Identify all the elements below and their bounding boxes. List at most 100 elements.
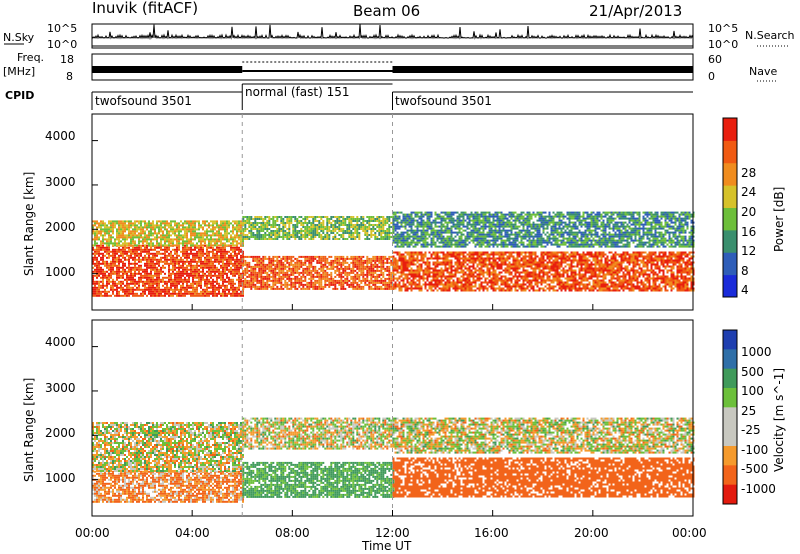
heatmap-cell (106, 226, 108, 229)
heatmap-cell (468, 273, 471, 276)
heatmap-cell (352, 238, 355, 240)
heatmap-cell (450, 259, 453, 262)
heatmap-cell (186, 252, 188, 255)
heatmap-cell (286, 275, 289, 278)
heatmap-cell (150, 262, 152, 265)
heatmap-cell (210, 274, 212, 277)
heatmap-cell (406, 273, 409, 276)
heatmap-cell (162, 278, 164, 281)
heatmap-cell (158, 258, 160, 261)
heatmap-cell (136, 252, 138, 255)
heatmap-cell (226, 222, 228, 225)
heatmap-cell (270, 236, 273, 238)
heatmap-cell (160, 220, 162, 223)
heatmap-cell (138, 240, 140, 243)
heatmap-cell (436, 257, 439, 260)
heatmap-cell (354, 277, 357, 280)
heatmap-cell (118, 264, 120, 267)
heatmap-cell (434, 253, 437, 256)
heatmap-cell (256, 259, 259, 262)
heatmap-cell (482, 265, 485, 268)
heatmap-cell (176, 294, 178, 297)
heatmap-cell (422, 269, 425, 272)
heatmap-cell (204, 258, 206, 261)
heatmap-cell (130, 254, 132, 257)
heatmap-cell (260, 230, 263, 232)
heatmap-cell (272, 285, 275, 288)
heatmap-cell (148, 248, 150, 251)
heatmap-cell (350, 236, 353, 238)
heatmap-cell (286, 234, 289, 236)
heatmap-cell (94, 294, 96, 297)
heatmap-cell (446, 275, 449, 278)
heatmap-cell (196, 270, 198, 273)
heatmap-cell (332, 238, 335, 240)
heatmap-cell (338, 261, 341, 264)
heatmap-cell (472, 285, 475, 288)
heatmap-cell (380, 263, 383, 266)
heatmap-cell (248, 238, 251, 240)
heatmap-cell (308, 277, 311, 280)
heatmap-cell (106, 264, 108, 267)
heatmap-cell (188, 256, 190, 259)
heatmap-cell (296, 271, 299, 274)
heatmap-cell (178, 294, 180, 297)
heatmap-cell (346, 218, 349, 220)
heatmap-cell (448, 273, 451, 276)
heatmap-cell (198, 268, 200, 271)
heatmap-cell (380, 271, 383, 274)
heatmap-cell (146, 224, 148, 227)
heatmap-cell (394, 277, 397, 280)
heatmap-cell (248, 220, 251, 222)
heatmap-cell (304, 218, 307, 220)
heatmap-cell (472, 273, 475, 276)
heatmap-cell (480, 271, 483, 274)
heatmap-cell (384, 232, 387, 234)
heatmap-cell (324, 265, 327, 268)
heatmap-cell (130, 242, 132, 245)
heatmap-cell (482, 285, 485, 288)
heatmap-cell (138, 278, 140, 281)
heatmap-cell (224, 290, 226, 293)
heatmap-cell (242, 255, 245, 258)
heatmap-cell (346, 283, 349, 286)
heatmap-cell (296, 281, 299, 284)
nsky-tick-bottom: 10^0 (47, 38, 78, 51)
heatmap-cell (366, 238, 369, 240)
heatmap-cell (234, 270, 236, 273)
heatmap-cell (250, 287, 253, 290)
heatmap-cell (336, 269, 339, 272)
heatmap-cell (190, 274, 192, 277)
heatmap-cell (204, 294, 206, 297)
heatmap-cell (462, 271, 465, 274)
heatmap-cell (444, 265, 447, 268)
heatmap-cell (388, 228, 391, 230)
heatmap-cell (216, 266, 218, 269)
heatmap-cell (396, 263, 399, 266)
heatmap-cell (112, 270, 114, 273)
heatmap-cell (490, 281, 493, 284)
heatmap-cell (204, 232, 206, 235)
heatmap-cell (232, 258, 234, 261)
heatmap-cell (168, 262, 170, 265)
heatmap-cell (124, 244, 126, 247)
heatmap-cell (148, 282, 150, 285)
heatmap-cell (118, 274, 120, 277)
heatmap-cell (300, 287, 303, 290)
heatmap-cell (206, 228, 208, 231)
heatmap-cell (140, 220, 142, 223)
heatmap-cell (152, 262, 154, 265)
heatmap-cell (300, 261, 303, 264)
heatmap-cell (214, 222, 216, 225)
heatmap-cell (424, 287, 427, 290)
heatmap-cell (308, 271, 311, 274)
heatmap-cell (198, 260, 200, 263)
heatmap-cell (320, 281, 323, 284)
heatmap-cell (388, 269, 391, 272)
heatmap-cell (192, 286, 194, 289)
heatmap-cell (184, 272, 186, 275)
heatmap-cell (324, 236, 327, 238)
heatmap-cell (374, 271, 377, 274)
heatmap-cell (430, 289, 433, 292)
heatmap-cell (292, 234, 295, 236)
